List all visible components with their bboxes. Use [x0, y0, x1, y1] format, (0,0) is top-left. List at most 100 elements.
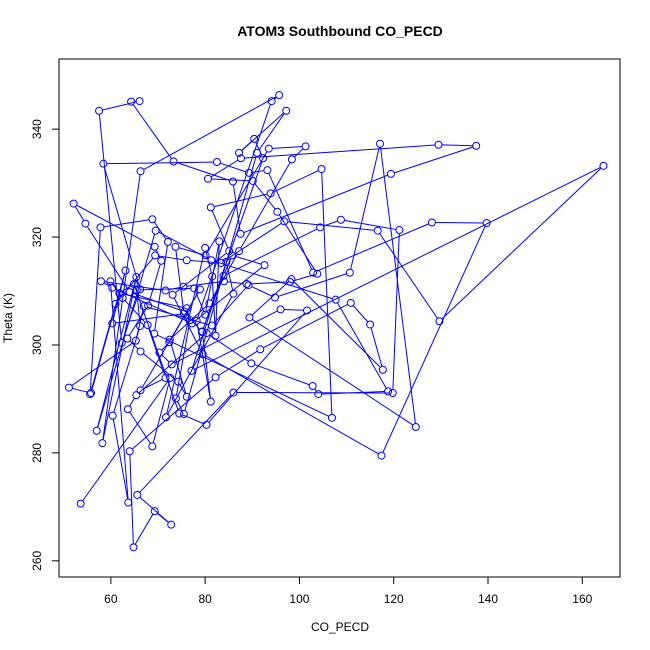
data-point	[203, 174, 212, 183]
series-line-segment	[240, 162, 291, 249]
data-point	[273, 207, 282, 216]
series-line-segment	[287, 221, 375, 231]
data-point	[331, 295, 340, 304]
data-point	[92, 426, 101, 435]
series-line-segment	[190, 260, 218, 264]
series-line-segment	[136, 293, 141, 323]
data-point	[207, 321, 216, 330]
series-line-segment	[161, 354, 170, 363]
y-tick-label: 260	[30, 550, 44, 570]
data-point	[202, 329, 211, 338]
data-point	[228, 177, 237, 186]
data-point	[317, 165, 326, 174]
series-line-segment	[179, 384, 186, 394]
data-point	[286, 277, 294, 286]
data-point	[132, 272, 141, 281]
series-line-segment	[244, 144, 436, 159]
data-point	[327, 413, 336, 422]
data-point	[236, 154, 245, 163]
data-point	[301, 142, 310, 151]
data-point	[123, 334, 132, 343]
data-point	[217, 258, 226, 267]
series-line-segment	[154, 245, 168, 331]
data-point	[225, 247, 234, 256]
series-line-segment	[174, 310, 278, 364]
data-point	[96, 223, 105, 232]
series-line-segment	[278, 273, 347, 297]
series-line-segment	[220, 162, 246, 173]
data-point	[163, 237, 172, 246]
series-line-segment	[321, 172, 333, 415]
series-line-segment	[132, 379, 214, 450]
x-tick-label: 120	[384, 592, 404, 606]
data-point	[175, 409, 184, 418]
data-point	[219, 271, 228, 280]
data-point	[108, 319, 117, 328]
series-group	[64, 91, 608, 552]
series-line-segment	[142, 353, 176, 380]
series-line-segment	[138, 335, 205, 394]
series-line-segment	[441, 167, 602, 320]
series-line-segment	[254, 364, 310, 386]
series-line-segment	[263, 304, 348, 349]
data-point	[411, 422, 420, 431]
series-line-segment	[158, 255, 184, 261]
data-point	[143, 321, 152, 330]
data-point	[123, 405, 132, 414]
data-point	[179, 410, 188, 419]
data-point	[136, 322, 145, 331]
series-line-segment	[241, 140, 252, 151]
series-line-segment	[132, 104, 172, 159]
data-point	[131, 336, 140, 345]
data-point	[165, 335, 174, 344]
data-point	[253, 148, 261, 157]
series-line-segment	[196, 324, 211, 399]
data-point	[270, 293, 279, 302]
data-point	[373, 226, 382, 235]
data-point	[308, 381, 317, 390]
data-point	[256, 345, 265, 354]
data-point	[247, 359, 256, 368]
data-point	[266, 189, 275, 198]
series-line-segment	[177, 401, 183, 412]
series-line-segment	[134, 287, 179, 411]
data-point	[148, 442, 157, 451]
series-line-segment	[232, 184, 241, 231]
data-point	[207, 256, 216, 265]
data-point	[386, 169, 395, 178]
data-point	[151, 251, 160, 260]
data-point	[124, 498, 133, 507]
series-line-segment	[194, 166, 601, 370]
data-point	[228, 251, 237, 260]
series-line-segment	[153, 221, 167, 240]
data-point	[245, 313, 254, 322]
y-tick-label: 300	[30, 335, 44, 355]
data-point	[482, 219, 491, 228]
data-point	[182, 256, 191, 265]
data-point	[125, 288, 134, 297]
series-line-segment	[139, 394, 232, 493]
series-line-segment	[106, 161, 214, 165]
data-point	[205, 299, 214, 308]
series-line-segment	[104, 281, 163, 291]
series-line-segment	[273, 170, 319, 193]
data-point	[133, 490, 142, 499]
data-point	[98, 439, 107, 448]
data-point	[198, 327, 207, 336]
series-line-segment	[350, 147, 380, 270]
series-line-segment	[258, 113, 285, 151]
data-point	[366, 320, 375, 329]
data-point	[136, 167, 145, 176]
data-point	[174, 377, 183, 386]
data-point	[95, 106, 104, 115]
data-point	[161, 373, 170, 382]
x-axis-title: CO_PECD	[311, 620, 369, 634]
series-line-segment	[316, 223, 429, 272]
series-line-segment	[113, 329, 140, 413]
data-point	[345, 268, 354, 277]
series-line-segment	[352, 305, 369, 323]
data-point	[167, 360, 176, 369]
series-line-segment	[97, 280, 136, 428]
series-line-segment	[211, 210, 229, 249]
